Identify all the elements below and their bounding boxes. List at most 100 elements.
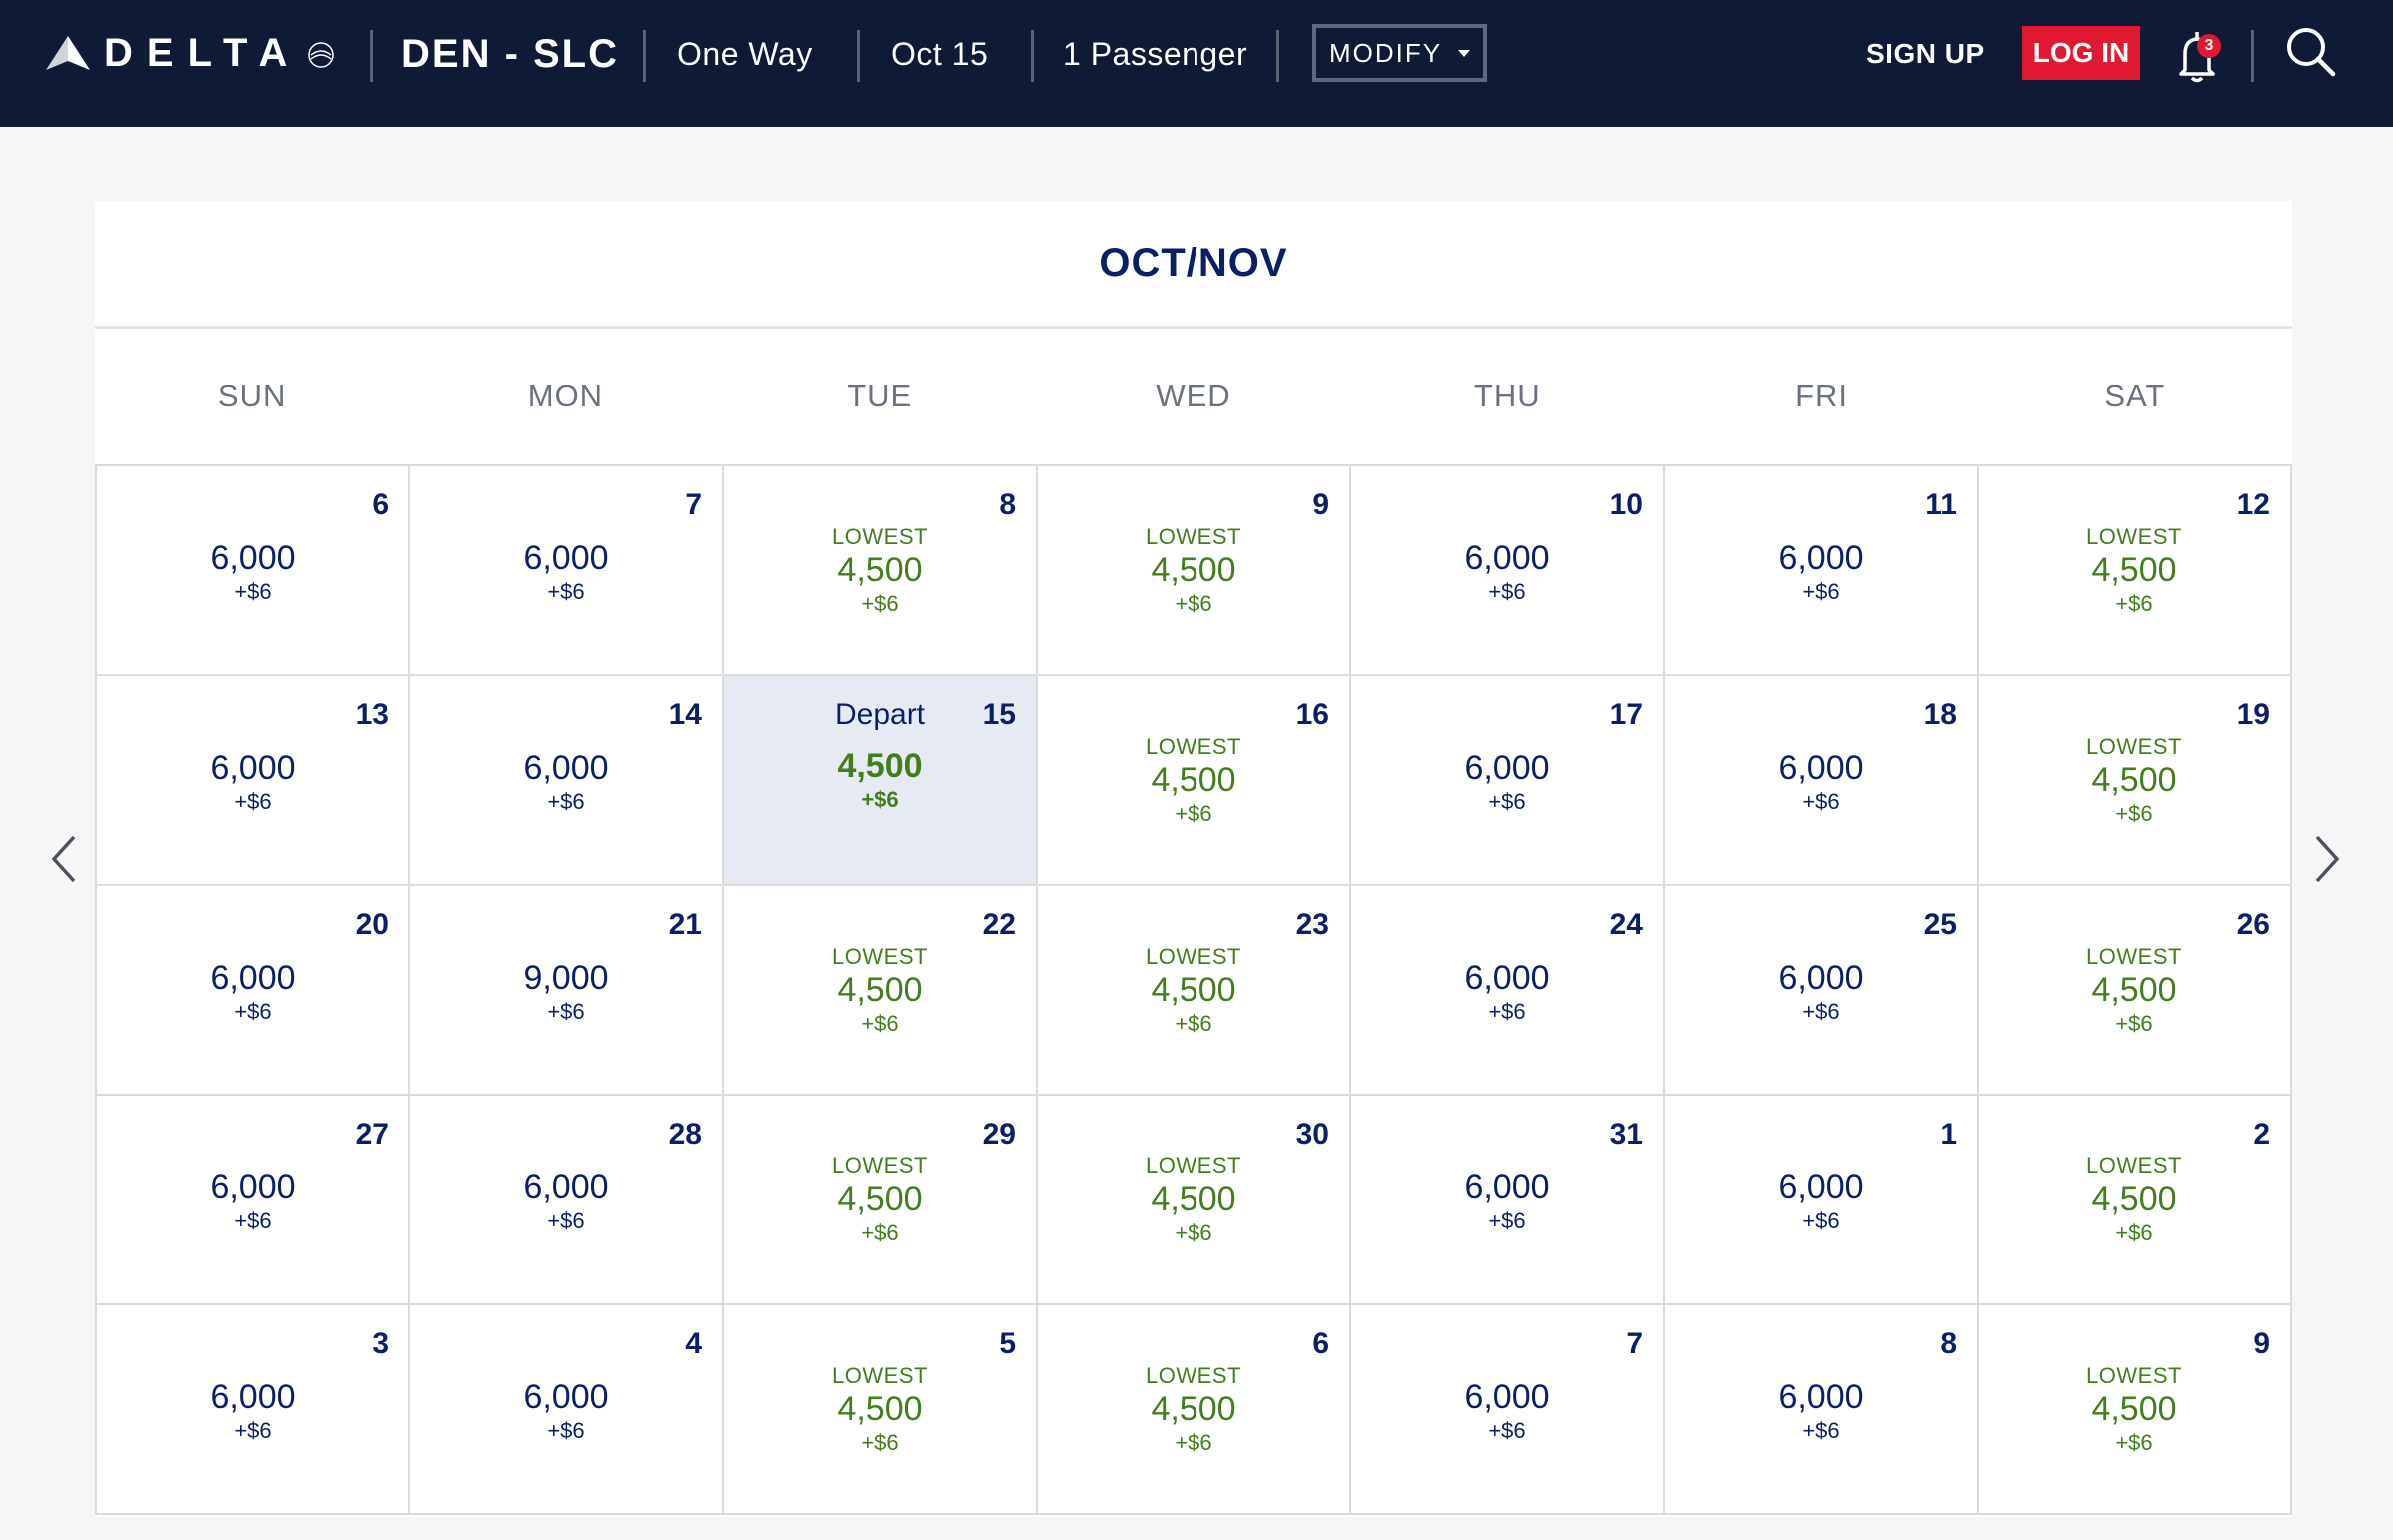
day-number: 20 (355, 908, 389, 941)
fare-fee: +$6 (234, 789, 272, 814)
fare-fee: +$6 (547, 999, 585, 1024)
calendar-day[interactable]: 3 6,000 +$6 (97, 1305, 410, 1515)
delta-logo[interactable]: DELTA (44, 28, 341, 78)
fare-info: LOWEST 4,500 +$6 (1979, 1154, 2290, 1247)
log-in-button[interactable]: LOG IN (2022, 26, 2140, 80)
calendar-day[interactable]: 18 6,000 +$6 (1665, 676, 1979, 886)
calendar-day[interactable]: 7 6,000 +$6 (1351, 1305, 1665, 1515)
calendar-day[interactable]: 26 LOWEST 4,500 +$6 (1979, 886, 2292, 1096)
chevron-left-icon[interactable] (44, 829, 84, 889)
day-number: 30 (1295, 1118, 1329, 1151)
modify-button[interactable]: MODIFY (1312, 24, 1487, 82)
fare-miles: 6,000 (210, 539, 296, 577)
calendar-day[interactable]: 5 LOWEST 4,500 +$6 (724, 1305, 1038, 1515)
calendar-day[interactable]: 16 LOWEST 4,500 +$6 (1038, 676, 1351, 886)
passenger-count-label[interactable]: 1 Passenger (1063, 36, 1248, 72)
fare-miles: 6,000 (1778, 1378, 1864, 1416)
calendar-day[interactable]: 21 9,000 +$6 (410, 886, 724, 1096)
fare-calendar: OCT/NOV SUN MON TUE WED THU FRI SAT 6 6,0… (95, 201, 2292, 1517)
calendar-day[interactable]: 28 6,000 +$6 (410, 1096, 724, 1305)
calendar-day[interactable]: 8 LOWEST 4,500 +$6 (724, 466, 1038, 676)
weekday-label: MON (527, 379, 604, 413)
fare-miles: 6,000 (523, 539, 609, 577)
day-number: 5 (999, 1327, 1016, 1360)
brand-wordmark: DELTA (104, 30, 302, 75)
fare-info: 6,000 +$6 (1665, 538, 1977, 606)
calendar-day[interactable]: 8 6,000 +$6 (1665, 1305, 1979, 1515)
calendar-day[interactable]: 19 LOWEST 4,500 +$6 (1979, 676, 2292, 886)
calendar-day[interactable]: 14 6,000 +$6 (410, 676, 724, 886)
calendar-day[interactable]: 12 LOWEST 4,500 +$6 (1979, 466, 2292, 676)
calendar-day[interactable]: 4 6,000 +$6 (410, 1305, 724, 1515)
calendar-day[interactable]: 31 6,000 +$6 (1351, 1096, 1665, 1305)
fare-info: LOWEST 4,500 +$6 (1979, 1363, 2290, 1457)
day-number: 7 (1626, 1327, 1643, 1360)
calendar-day[interactable]: 10 6,000 +$6 (1351, 466, 1665, 676)
fare-miles: 4,500 (837, 551, 923, 589)
lowest-fare-tag: LOWEST (1146, 1363, 1241, 1388)
fare-miles: 6,000 (1464, 749, 1550, 787)
fare-miles: 4,500 (837, 971, 923, 1009)
calendar-day[interactable]: 7 6,000 +$6 (410, 466, 724, 676)
fare-info: LOWEST 4,500 +$6 (1038, 734, 1349, 828)
depart-date-label[interactable]: Oct 15 (891, 36, 989, 72)
weekday-label: THU (1473, 379, 1541, 413)
notifications-button[interactable]: 3 (2169, 26, 2225, 86)
calendar-day[interactable]: 23 LOWEST 4,500 +$6 (1038, 886, 1351, 1096)
route-label[interactable]: DEN - SLC (401, 32, 619, 76)
calendar-day[interactable]: 6 LOWEST 4,500 +$6 (1038, 1305, 1351, 1515)
calendar-day[interactable]: 27 6,000 +$6 (97, 1096, 410, 1305)
fare-miles: 4,500 (1151, 1180, 1236, 1218)
day-number: 4 (685, 1327, 702, 1360)
calendar-day[interactable]: 30 LOWEST 4,500 +$6 (1038, 1096, 1351, 1305)
calendar-day[interactable]: 11 6,000 +$6 (1665, 466, 1979, 676)
day-number: 29 (982, 1118, 1016, 1151)
calendar-day[interactable]: 13 6,000 +$6 (97, 676, 410, 886)
calendar-day[interactable]: 6 6,000 +$6 (97, 466, 410, 676)
search-icon[interactable] (2283, 24, 2339, 80)
day-number: 21 (668, 908, 702, 941)
day-number: 12 (2236, 488, 2270, 521)
calendar-day[interactable]: 1 6,000 +$6 (1665, 1096, 1979, 1305)
fare-info: LOWEST 4,500 +$6 (724, 1363, 1036, 1457)
fare-miles: 6,000 (1778, 959, 1864, 997)
calendar-day[interactable]: 20 6,000 +$6 (97, 886, 410, 1096)
chevron-right-icon[interactable] (2307, 829, 2347, 889)
fare-fee: +$6 (1175, 1011, 1212, 1036)
fare-miles: 6,000 (1464, 959, 1550, 997)
day-number: 14 (668, 698, 702, 731)
calendar-day[interactable]: 2 LOWEST 4,500 +$6 (1979, 1096, 2292, 1305)
divider (2251, 30, 2254, 82)
fare-fee: +$6 (1488, 579, 1526, 604)
day-number: 2 (2253, 1118, 2270, 1151)
calendar-day[interactable]: 17 6,000 +$6 (1351, 676, 1665, 886)
fare-miles: 6,000 (1464, 539, 1550, 577)
calendar-day[interactable]: 9 LOWEST 4,500 +$6 (1979, 1305, 2292, 1515)
lowest-fare-tag: LOWEST (832, 944, 928, 969)
calendar-day-selected[interactable]: 15 Depart 4,500 +$6 (724, 676, 1038, 886)
fare-miles: 6,000 (523, 1378, 609, 1416)
fare-info: 6,000 +$6 (1665, 1377, 1977, 1445)
calendar-day[interactable]: 24 6,000 +$6 (1351, 886, 1665, 1096)
calendar-day[interactable]: 25 6,000 +$6 (1665, 886, 1979, 1096)
lowest-fare-tag: LOWEST (2086, 1363, 2182, 1388)
fare-miles: 6,000 (523, 1168, 609, 1206)
notification-badge: 3 (2197, 34, 2221, 58)
sign-up-link[interactable]: SIGN UP (1866, 38, 1985, 69)
fare-info: 6,000 +$6 (97, 958, 408, 1026)
lowest-fare-tag: LOWEST (2086, 734, 2182, 759)
fare-info: 6,000 +$6 (97, 1167, 408, 1235)
fare-info: 6,000 +$6 (410, 1167, 722, 1235)
fare-info: 6,000 +$6 (410, 1377, 722, 1445)
fare-info: 6,000 +$6 (1351, 1167, 1663, 1235)
fare-miles: 4,500 (837, 747, 923, 785)
delta-widget-icon (46, 36, 90, 70)
calendar-day[interactable]: 29 LOWEST 4,500 +$6 (724, 1096, 1038, 1305)
calendar-day[interactable]: 22 LOWEST 4,500 +$6 (724, 886, 1038, 1096)
fare-fee: +$6 (547, 1418, 585, 1443)
lowest-fare-tag: LOWEST (1146, 734, 1241, 759)
fare-fee: +$6 (861, 1430, 899, 1455)
trip-type-label[interactable]: One Way (677, 36, 813, 72)
day-number: 17 (1609, 698, 1643, 731)
calendar-day[interactable]: 9 LOWEST 4,500 +$6 (1038, 466, 1351, 676)
